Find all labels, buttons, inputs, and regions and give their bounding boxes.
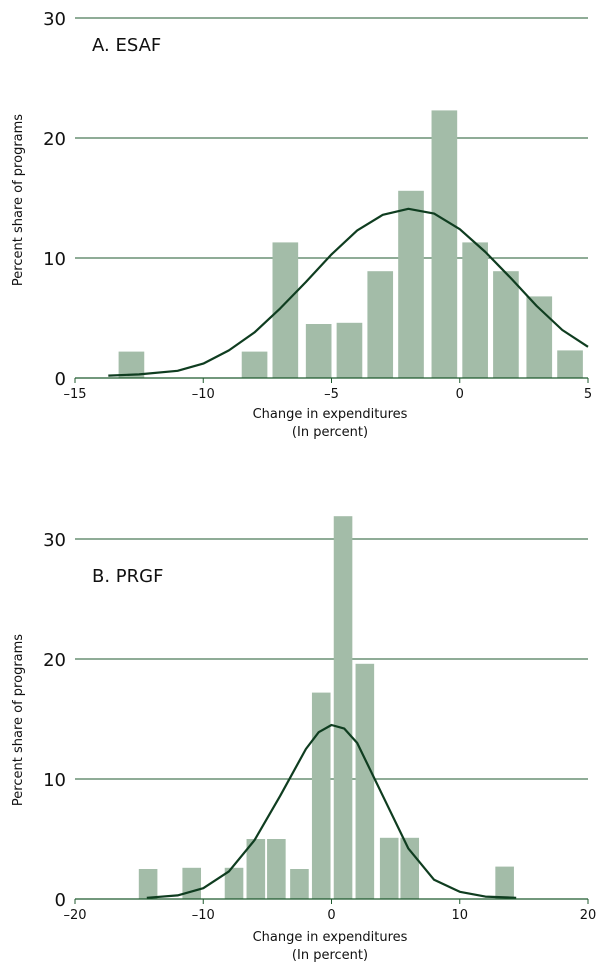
- bar: [495, 866, 514, 899]
- panel-prgf: B. PRGF Change in expenditures (In perce…: [11, 516, 596, 963]
- x-tick-label: 5: [584, 387, 592, 402]
- bar: [400, 837, 420, 899]
- panel-title: B. PRGF: [92, 566, 163, 587]
- bar: [333, 516, 353, 899]
- x-tick-label: –15: [63, 387, 86, 402]
- bar: [290, 869, 309, 899]
- y-tick-label: 0: [55, 369, 66, 390]
- bar: [355, 663, 375, 899]
- bar: [526, 296, 553, 378]
- bar: [336, 322, 363, 378]
- fitted-curve: [146, 723, 517, 899]
- x-tick-label: –10: [192, 387, 215, 402]
- y-tick-label: 20: [43, 129, 66, 150]
- y-tick-label: 30: [43, 530, 66, 551]
- x-tick-label: –5: [324, 387, 339, 402]
- bar: [462, 242, 488, 378]
- bar: [241, 351, 268, 378]
- fitted-curve: [108, 207, 589, 377]
- bar: [367, 271, 394, 378]
- x-axis-label: Change in expenditures: [253, 407, 408, 422]
- x-tick-label: –20: [63, 908, 86, 923]
- bar: [305, 324, 332, 378]
- y-axis-label: Percent share of programs: [11, 114, 26, 286]
- bar: [493, 271, 519, 378]
- bar: [431, 110, 458, 379]
- bar: [379, 837, 399, 899]
- x-axis-sublabel: (In percent): [292, 948, 368, 963]
- bar: [267, 839, 286, 899]
- bar: [246, 839, 266, 899]
- x-tick-label: 10: [451, 908, 468, 923]
- gridlines: [75, 17, 588, 259]
- y-tick-label: 0: [55, 890, 66, 911]
- bar: [138, 869, 158, 899]
- x-tick-label: –10: [192, 908, 215, 923]
- y-axis-label: Percent share of programs: [11, 634, 26, 806]
- bar: [398, 190, 424, 378]
- bar: [311, 692, 331, 899]
- panel-title: A. ESAF: [92, 35, 161, 56]
- bar: [557, 350, 583, 378]
- bar: [224, 867, 244, 899]
- gridlines: [75, 538, 588, 780]
- x-tick-label: 0: [456, 387, 464, 402]
- y-tick-label: 10: [43, 249, 66, 270]
- bars: [118, 110, 583, 379]
- x-tick-label: 20: [580, 908, 597, 923]
- bar: [272, 242, 299, 378]
- y-tick-label: 20: [43, 650, 66, 671]
- y-tick-label: 30: [43, 9, 66, 30]
- x-tick-label: 0: [327, 908, 335, 923]
- x-axis-sublabel: (In percent): [292, 425, 368, 440]
- x-axis-label: Change in expenditures: [253, 930, 408, 945]
- y-tick-label: 10: [43, 770, 66, 791]
- bars: [138, 516, 514, 899]
- panel-esaf: A. ESAF Change in expenditures (In perce…: [11, 9, 592, 440]
